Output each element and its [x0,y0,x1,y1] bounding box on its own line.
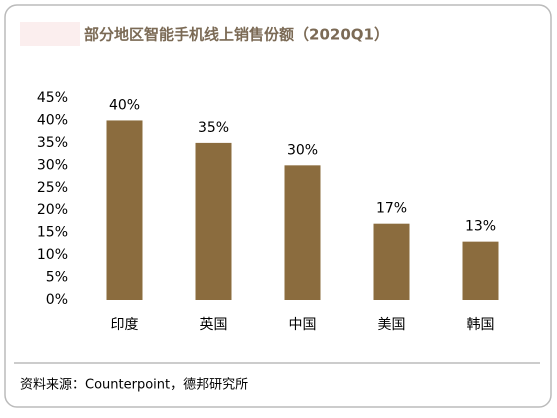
value-label: 40% [109,97,140,113]
chart-title: 部分地区智能手机线上销售份额（2020Q1） [84,26,389,44]
y-tick-label: 5% [46,270,68,286]
title-block [20,22,80,46]
y-tick-label: 45% [37,90,68,106]
y-tick-label: 0% [46,292,68,308]
bar [284,165,321,300]
y-tick-label: 30% [37,157,68,173]
y-tick-label: 15% [37,225,68,241]
y-tick-label: 35% [37,135,68,151]
bar [195,142,232,300]
x-tick-label: 美国 [378,317,406,333]
bar [373,223,410,300]
y-tick-label: 10% [37,247,68,263]
frame [4,4,552,408]
y-tick-label: 25% [37,180,68,196]
x-tick-label: 印度 [111,317,139,333]
value-label: 35% [198,120,229,136]
value-label: 13% [465,219,496,235]
source: 资料来源：Counterpoint，德邦研究所 [20,378,248,393]
x-tick-label: 韩国 [467,317,495,333]
x-tick-label: 英国 [200,316,228,333]
value-label: 30% [287,142,318,158]
value-label: 17% [376,201,407,217]
x-tick-label: 中国 [289,317,317,333]
bar [106,120,143,300]
bar [462,241,499,300]
y-tick-label: 40% [37,112,68,128]
y-tick-label: 20% [37,202,68,218]
